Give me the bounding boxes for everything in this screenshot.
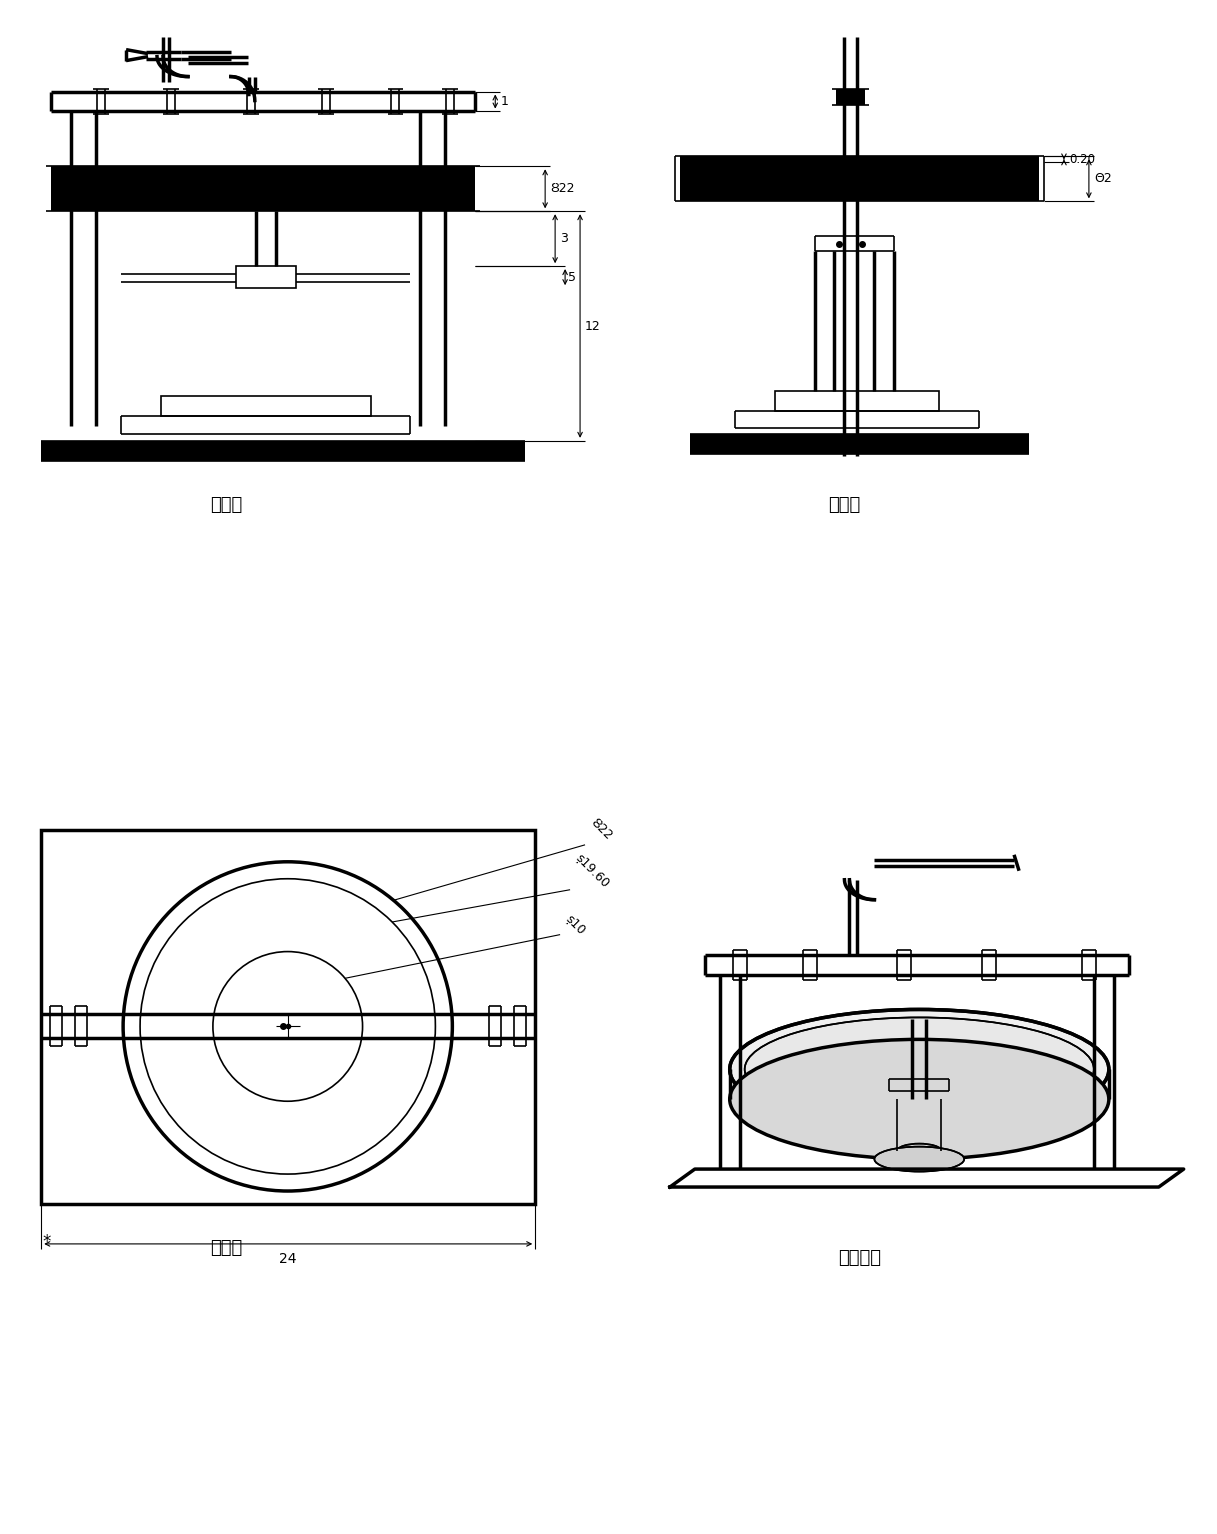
Bar bbox=[680, 156, 1039, 201]
Bar bbox=[161, 396, 370, 416]
Ellipse shape bbox=[745, 1017, 1094, 1121]
Text: 12: 12 bbox=[585, 319, 601, 333]
Text: Ȣ22: Ȣ22 bbox=[550, 183, 574, 195]
Text: ș10: ș10 bbox=[563, 911, 588, 937]
Text: 俦视图: 俦视图 bbox=[209, 1239, 242, 1256]
Text: Ȣ22: Ȣ22 bbox=[588, 816, 615, 842]
Bar bbox=[51, 166, 476, 212]
Text: 3: 3 bbox=[560, 232, 568, 245]
Text: 1: 1 bbox=[500, 95, 509, 107]
Bar bbox=[690, 434, 1030, 454]
Text: ș19.60: ș19.60 bbox=[573, 851, 612, 890]
Ellipse shape bbox=[897, 1144, 942, 1158]
Ellipse shape bbox=[730, 1009, 1109, 1129]
Bar bbox=[836, 89, 865, 104]
Bar bbox=[774, 391, 940, 411]
Text: *: * bbox=[43, 1233, 50, 1250]
Text: Θ2: Θ2 bbox=[1094, 172, 1111, 186]
Text: 模型视图: 模型视图 bbox=[839, 1249, 881, 1267]
Text: 左视图: 左视图 bbox=[829, 495, 860, 514]
Bar bbox=[41, 440, 526, 460]
Text: 5: 5 bbox=[568, 270, 576, 284]
Ellipse shape bbox=[730, 1040, 1109, 1160]
Bar bbox=[236, 265, 296, 288]
Text: 前视图: 前视图 bbox=[209, 495, 242, 514]
Ellipse shape bbox=[874, 1146, 964, 1172]
Bar bbox=[41, 830, 535, 1204]
Polygon shape bbox=[669, 1169, 1184, 1187]
Text: 0.20: 0.20 bbox=[1069, 153, 1095, 166]
Text: 24: 24 bbox=[280, 1252, 297, 1266]
